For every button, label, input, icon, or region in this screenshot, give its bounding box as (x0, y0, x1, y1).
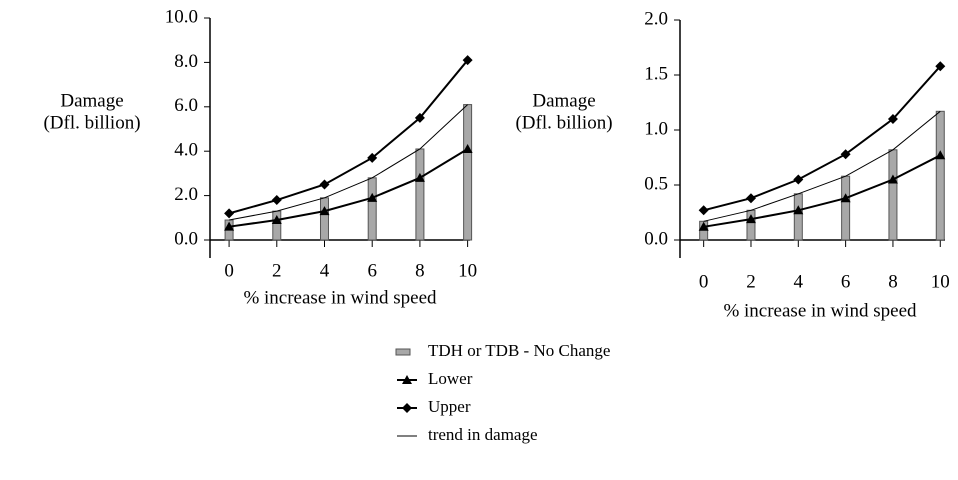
x-tick-label: 4 (320, 260, 330, 281)
x-tick-label: 10 (931, 271, 950, 292)
y-tick-label: 1.0 (644, 118, 668, 139)
series-line (703, 65, 942, 212)
trend-line (703, 110, 941, 222)
triangle-marker (367, 192, 378, 202)
x-tick-label: 4 (794, 271, 804, 292)
triangle-marker (462, 143, 473, 153)
x-tick-label: 6 (367, 260, 377, 281)
x-tick-label: 6 (841, 271, 851, 292)
y-tick-label: 8.0 (174, 51, 198, 72)
x-tick-label: 2 (746, 271, 756, 292)
y-tick-label: 2.0 (174, 184, 198, 205)
triangle-marker (745, 214, 756, 224)
legend-label: TDH or TDB - No Change (428, 341, 610, 360)
diamond-marker (793, 174, 804, 185)
diamond-marker (840, 149, 851, 160)
diamond-marker (319, 179, 330, 190)
triangle-marker (319, 206, 330, 216)
y-axis-label: Damage (60, 90, 123, 111)
diamond-marker (887, 114, 898, 124)
triangle-marker (793, 205, 804, 215)
x-axis-label: % increase in wind speed (723, 300, 917, 321)
legend-label: trend in damage (428, 425, 538, 444)
bar (935, 110, 945, 241)
diamond-marker (745, 193, 756, 204)
diamond-marker (462, 55, 473, 66)
legend-marker (402, 403, 412, 413)
bar (415, 148, 425, 241)
diamond-marker (698, 205, 709, 216)
y-tick-label: 6.0 (174, 95, 198, 116)
diamond-marker (367, 152, 378, 163)
y-axis-label: (Dfl. billion) (515, 112, 612, 133)
y-tick-label: 4.0 (174, 140, 198, 161)
y-tick-label: 0.0 (644, 228, 668, 249)
diamond-marker (935, 61, 946, 72)
diamond-marker (224, 208, 235, 219)
triangle-marker (698, 221, 709, 231)
y-tick-label: 2.0 (644, 8, 668, 29)
y-tick-label: 10.0 (165, 6, 198, 27)
x-tick-label: 0 (699, 271, 709, 292)
series-line (228, 59, 469, 215)
legend-label: Lower (428, 369, 473, 388)
triangle-marker (840, 193, 851, 203)
x-tick-label: 8 (888, 271, 898, 292)
y-tick-label: 0.5 (644, 173, 668, 194)
x-axis-label: % increase in wind speed (243, 287, 437, 308)
series-line (703, 154, 941, 228)
x-tick-label: 0 (224, 260, 234, 281)
bar (463, 104, 473, 241)
legend-label: Upper (428, 397, 471, 416)
y-tick-label: 1.5 (644, 63, 668, 84)
legend-marker (402, 375, 412, 384)
bar (367, 177, 377, 241)
triangle-marker (224, 221, 235, 231)
x-tick-label: 10 (458, 260, 477, 281)
diamond-marker (414, 112, 425, 123)
triangle-marker (935, 150, 946, 160)
y-axis-label: Damage (532, 90, 595, 111)
y-axis-label: (Dfl. billion) (43, 112, 140, 133)
x-tick-label: 8 (415, 260, 425, 281)
bar (319, 197, 329, 241)
bar (793, 193, 803, 241)
diamond-marker (271, 195, 282, 206)
legend-swatch (395, 348, 411, 356)
triangle-marker (887, 174, 898, 184)
triangle-marker (271, 215, 282, 225)
series-line (228, 148, 469, 228)
triangle-marker (414, 172, 425, 182)
bar (888, 149, 898, 241)
trend-line (228, 104, 468, 221)
y-tick-label: 0.0 (174, 228, 198, 249)
bar (841, 175, 851, 241)
x-tick-label: 2 (272, 260, 282, 281)
